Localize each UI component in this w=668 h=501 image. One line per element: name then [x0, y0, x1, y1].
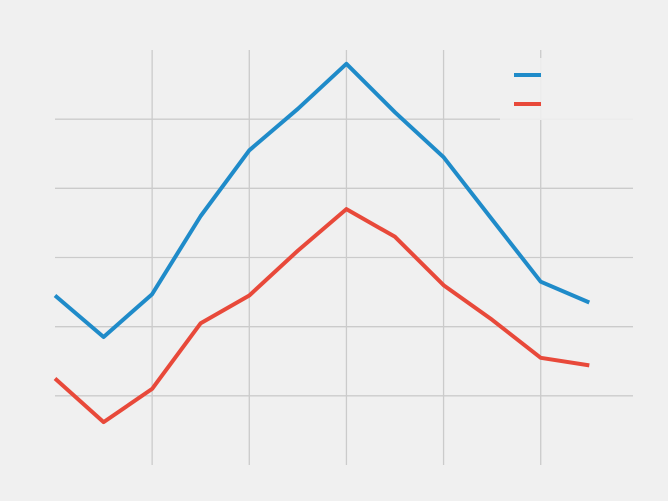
- series-group: [53, 61, 591, 425]
- legend: [500, 58, 633, 120]
- series-line-0: [53, 61, 591, 339]
- series-line-1: [53, 207, 590, 425]
- legend-box: [500, 58, 633, 120]
